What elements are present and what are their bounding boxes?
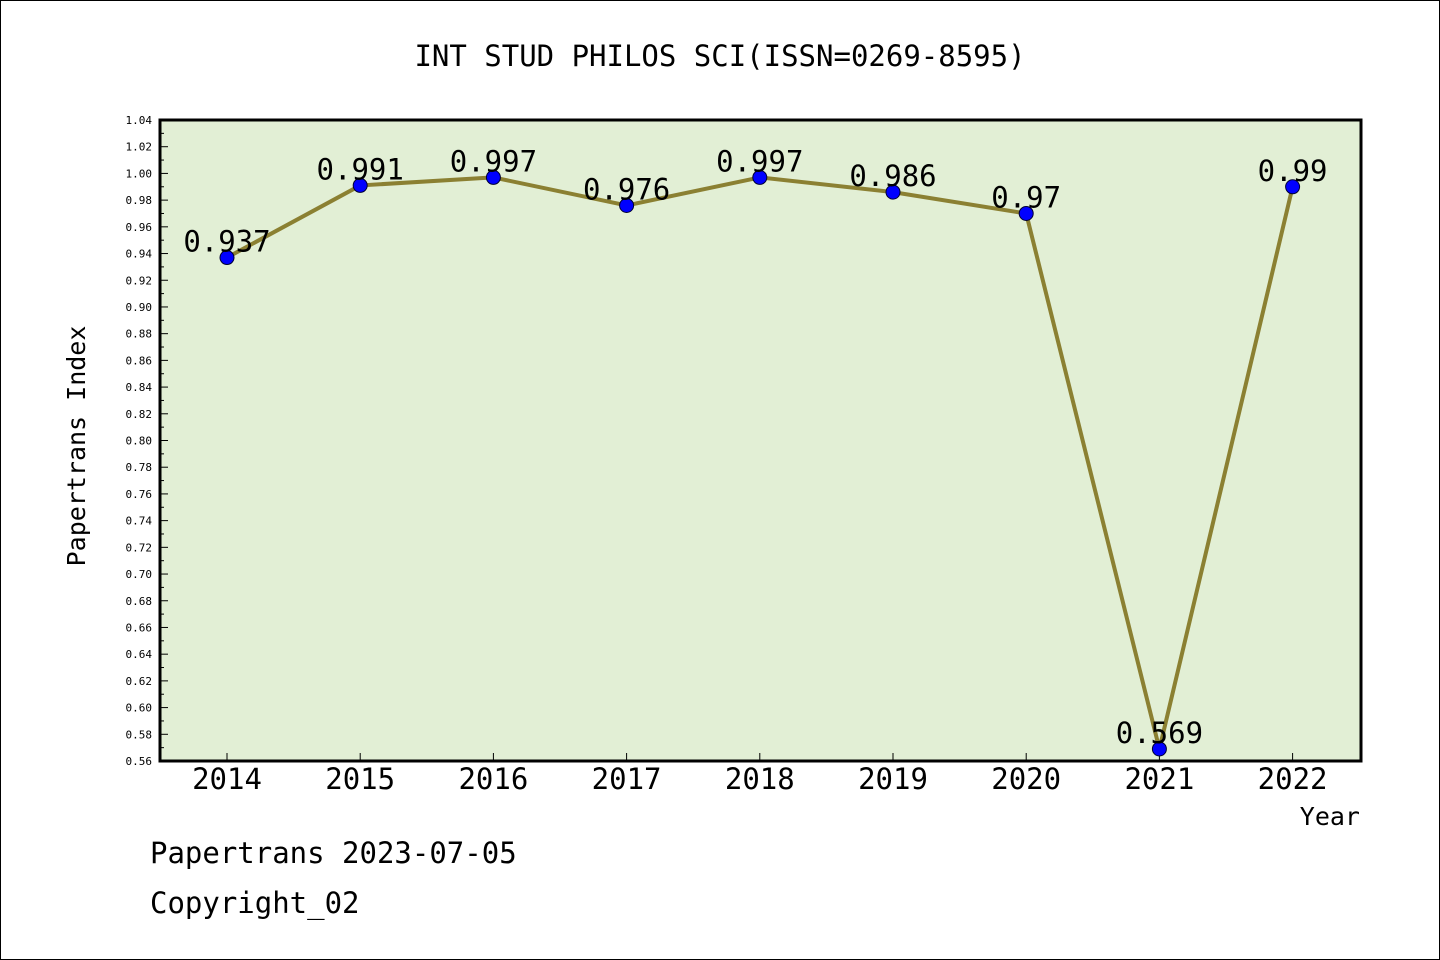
data-point xyxy=(1018,205,1034,221)
data-label: 0.97 xyxy=(991,180,1061,214)
data-point xyxy=(352,177,368,193)
data-point xyxy=(1285,179,1301,195)
data-label: 0.997 xyxy=(716,144,803,178)
x-tick-label: 2014 xyxy=(192,762,262,796)
data-label: 0.976 xyxy=(583,172,670,206)
data-point xyxy=(485,169,501,185)
y-tick-label: 0.56 xyxy=(126,755,153,768)
x-tick-label: 2015 xyxy=(325,762,395,796)
plot-area xyxy=(158,118,1363,763)
y-tick-label: 0.62 xyxy=(126,675,153,688)
y-tick-label: 1.02 xyxy=(126,141,153,154)
y-tick-label: 0.82 xyxy=(126,408,153,421)
y-tick-label: 0.72 xyxy=(126,541,153,554)
y-tick-label: 1.00 xyxy=(126,167,153,180)
data-point xyxy=(219,250,235,266)
x-axis: 2014 2015 2016 2017 2018 2019 2020 2021 2022 xyxy=(192,753,1328,796)
y-tick-label: 0.60 xyxy=(126,702,153,715)
x-tick-label: 2016 xyxy=(458,762,528,796)
x-axis-label: Year xyxy=(1300,802,1360,831)
y-tick-label: 0.78 xyxy=(126,461,153,474)
data-label: 0.991 xyxy=(317,152,404,186)
y-tick-label: 0.58 xyxy=(126,728,153,741)
y-tick-label: 0.88 xyxy=(126,328,153,341)
x-tick-label: 2018 xyxy=(725,762,795,796)
data-label: 0.569 xyxy=(1116,716,1203,750)
y-tick-label: 0.94 xyxy=(126,248,153,261)
data-label: 0.986 xyxy=(849,159,936,193)
y-axis-label: Papertrans Index xyxy=(62,326,91,567)
y-tick-label: 0.92 xyxy=(126,274,153,287)
x-tick-label: 2022 xyxy=(1258,762,1328,796)
chart-title: INT STUD PHILOS SCI(ISSN=0269-8595) xyxy=(414,39,1025,73)
data-point xyxy=(752,169,768,185)
footer-date: Papertrans 2023-07-05 xyxy=(150,836,517,870)
data-point xyxy=(1151,741,1167,757)
x-tick-label: 2017 xyxy=(592,762,662,796)
x-tick-label: 2019 xyxy=(858,762,928,796)
y-tick-label: 0.80 xyxy=(126,435,153,448)
y-tick-label: 0.68 xyxy=(126,595,153,608)
y-tick-label: 0.86 xyxy=(126,354,153,367)
data-label: 0.937 xyxy=(183,225,270,259)
data-label: 0.99 xyxy=(1258,154,1328,188)
data-point xyxy=(619,197,635,213)
y-tick-label: 0.74 xyxy=(126,515,153,528)
x-tick-label: 2021 xyxy=(1124,762,1194,796)
data-label: 0.997 xyxy=(450,144,537,178)
y-tick-label: 0.70 xyxy=(126,568,153,581)
y-tick-label: 0.84 xyxy=(126,381,153,394)
x-tick-label: 2020 xyxy=(991,762,1061,796)
y-axis: 0.56 0.58 0.60 0.62 0.64 0.66 0.68 0.70 0.72 0.74… xyxy=(126,114,168,768)
data-markers xyxy=(219,169,1301,757)
data-labels: 0.937 0.991 0.997 0.976 0.997 0.986 0.97 0.569 0… xyxy=(183,144,1327,750)
y-tick-label: 0.90 xyxy=(126,301,153,314)
data-point xyxy=(885,184,901,200)
footer-copyright: Copyright_02 xyxy=(150,886,360,920)
y-tick-label: 0.96 xyxy=(126,221,153,234)
y-tick-label: 0.66 xyxy=(126,621,153,634)
y-tick-label: 1.04 xyxy=(126,114,153,127)
y-tick-label: 0.64 xyxy=(126,648,153,661)
y-tick-label: 0.76 xyxy=(126,488,153,501)
y-tick-label: 0.98 xyxy=(126,194,153,207)
